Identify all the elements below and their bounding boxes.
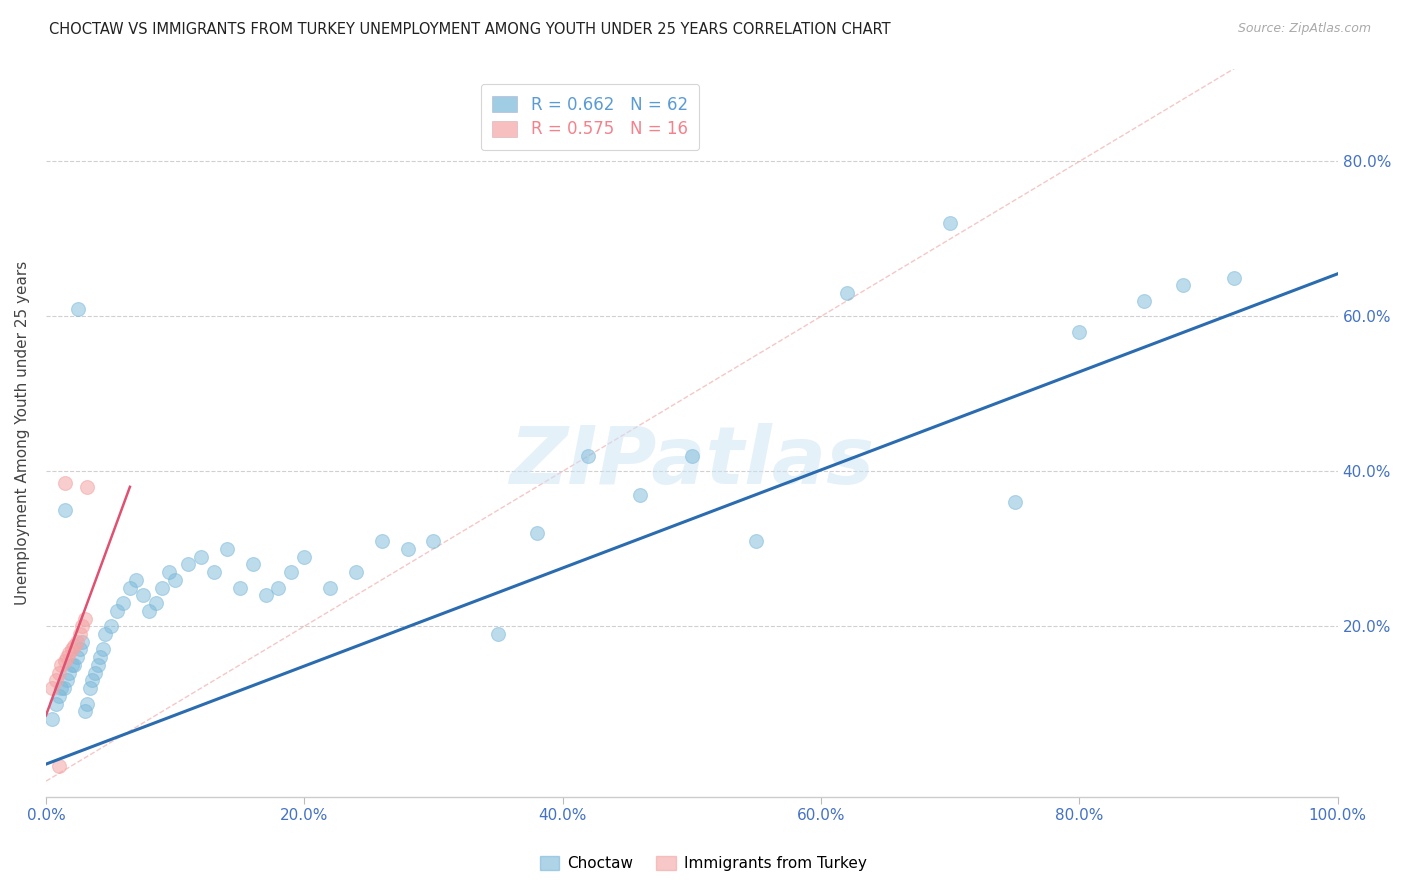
- Point: [396, 541, 419, 556]
- Point: [681, 449, 703, 463]
- Point: [177, 558, 200, 572]
- Point: [48, 665, 70, 680]
- Point: [228, 581, 250, 595]
- Point: [319, 581, 342, 595]
- Legend: R = 0.662   N = 62, R = 0.575   N = 16: R = 0.662 N = 62, R = 0.575 N = 16: [481, 84, 699, 150]
- Point: [1004, 495, 1026, 509]
- Text: Source: ZipAtlas.com: Source: ZipAtlas.com: [1237, 22, 1371, 36]
- Point: [48, 758, 70, 772]
- Point: [150, 581, 173, 595]
- Point: [67, 301, 90, 316]
- Point: [242, 558, 264, 572]
- Point: [145, 596, 167, 610]
- Text: CHOCTAW VS IMMIGRANTS FROM TURKEY UNEMPLOYMENT AMONG YOUTH UNDER 25 YEARS CORREL: CHOCTAW VS IMMIGRANTS FROM TURKEY UNEMPL…: [49, 22, 891, 37]
- Point: [94, 627, 117, 641]
- Point: [100, 619, 122, 633]
- Point: [86, 658, 108, 673]
- Point: [60, 642, 83, 657]
- Point: [66, 634, 89, 648]
- Point: [190, 549, 212, 564]
- Point: [132, 588, 155, 602]
- Point: [53, 654, 76, 668]
- Point: [835, 286, 858, 301]
- Point: [58, 665, 80, 680]
- Point: [45, 673, 67, 688]
- Point: [371, 534, 394, 549]
- Point: [69, 642, 91, 657]
- Point: [165, 573, 187, 587]
- Point: [486, 627, 509, 641]
- Point: [82, 673, 104, 688]
- Point: [91, 642, 114, 657]
- Point: [53, 503, 76, 517]
- Point: [58, 646, 80, 660]
- Point: [45, 697, 67, 711]
- Point: [89, 650, 111, 665]
- Point: [578, 449, 600, 463]
- Point: [73, 611, 96, 625]
- Point: [112, 596, 135, 610]
- Point: [70, 619, 93, 633]
- Point: [280, 565, 302, 579]
- Point: [1171, 278, 1194, 293]
- Point: [267, 581, 290, 595]
- Point: [48, 689, 70, 703]
- Point: [1069, 325, 1091, 339]
- Point: [63, 639, 86, 653]
- Point: [157, 565, 180, 579]
- Point: [84, 665, 107, 680]
- Point: [118, 581, 141, 595]
- Point: [1223, 270, 1246, 285]
- Point: [526, 526, 548, 541]
- Point: [939, 217, 962, 231]
- Point: [55, 650, 77, 665]
- Point: [292, 549, 315, 564]
- Point: [138, 604, 160, 618]
- Point: [202, 565, 225, 579]
- Point: [105, 604, 128, 618]
- Legend: Choctaw, Immigrants from Turkey: Choctaw, Immigrants from Turkey: [533, 850, 873, 877]
- Point: [215, 541, 238, 556]
- Point: [79, 681, 101, 696]
- Text: ZIPatlas: ZIPatlas: [509, 423, 875, 500]
- Point: [70, 634, 93, 648]
- Point: [53, 475, 76, 490]
- Point: [344, 565, 367, 579]
- Point: [60, 658, 83, 673]
- Point: [41, 712, 63, 726]
- Point: [125, 573, 148, 587]
- Point: [422, 534, 444, 549]
- Point: [745, 534, 768, 549]
- Point: [628, 487, 651, 501]
- Point: [55, 673, 77, 688]
- Point: [1133, 293, 1156, 308]
- Point: [66, 650, 89, 665]
- Point: [51, 681, 73, 696]
- Point: [53, 681, 76, 696]
- Point: [76, 480, 98, 494]
- Point: [69, 627, 91, 641]
- Y-axis label: Unemployment Among Youth under 25 years: Unemployment Among Youth under 25 years: [15, 260, 30, 605]
- Point: [63, 658, 86, 673]
- Point: [51, 658, 73, 673]
- Point: [254, 588, 277, 602]
- Point: [76, 697, 98, 711]
- Point: [73, 705, 96, 719]
- Point: [41, 681, 63, 696]
